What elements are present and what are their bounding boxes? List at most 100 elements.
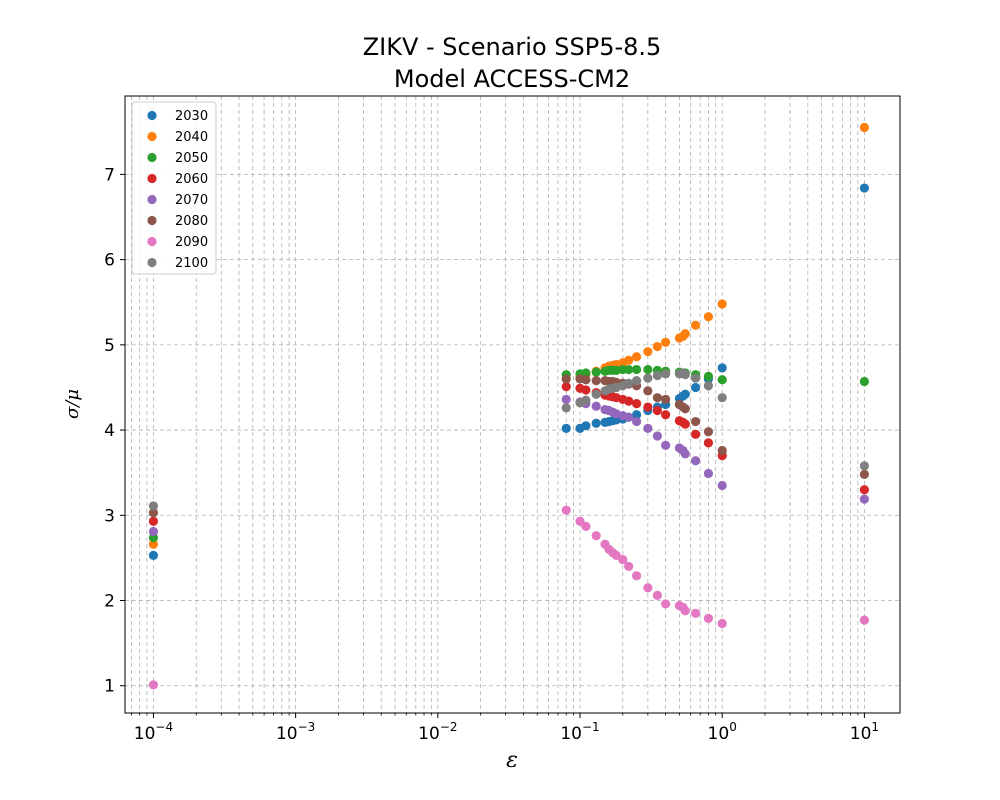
point-2090 [611,550,621,560]
legend-marker-2040 [147,131,157,142]
legend-box [131,101,217,275]
point-2070 [624,412,634,422]
point-2040 [690,320,701,330]
point-2100 [561,403,571,413]
x-tick-label: 10−3 [276,720,315,744]
point-2070 [591,401,601,411]
point-2070 [643,423,653,433]
point-2050 [581,368,591,378]
x-tick-label: 10−2 [418,720,457,744]
point-2080 [690,416,701,427]
point-2080 [643,386,653,396]
point-2090 [618,555,628,565]
x-tick-label: 10−1 [560,720,599,744]
point-2080 [148,508,159,518]
point-2090 [631,571,642,581]
legend-marker-2080 [147,215,157,226]
point-2080 [717,445,727,456]
point-2050 [703,371,714,381]
point-2100 [643,373,653,383]
point-2060 [652,405,662,416]
point-2040 [631,352,642,362]
point-2060 [859,485,869,495]
legend-label-2080: 2080 [175,214,208,229]
point-2070 [859,494,869,504]
point-2090 [652,590,662,600]
point-2080 [661,394,671,404]
point-2100 [680,370,690,380]
point-2090 [703,613,714,624]
legend-label-2070: 2070 [175,193,208,208]
point-2080 [652,393,662,403]
y-tick-label: 5 [104,336,115,356]
y-tick-label: 2 [104,592,115,612]
point-2090 [581,521,591,531]
point-2040 [643,347,653,357]
legend-label-2090: 2090 [175,235,208,250]
point-2070 [652,431,662,441]
legend-label-2040: 2040 [175,130,208,145]
point-2090 [859,615,869,625]
point-2090 [561,505,571,515]
legend-marker-2090 [147,236,157,247]
y-axis: 1 2 3 4 5 6 7 [104,165,125,697]
point-2070 [631,416,642,427]
point-2100 [859,461,869,471]
point-2100 [591,389,601,399]
legend-label-2060: 2060 [175,172,208,187]
point-2060 [581,385,591,395]
y-tick-label: 4 [104,421,115,441]
point-2060 [690,429,701,439]
point-2050 [591,367,601,377]
point-2100 [703,381,714,391]
point-2030 [591,418,601,428]
point-2070 [561,394,571,404]
point-2030 [631,410,642,420]
point-2040 [652,341,662,352]
point-2080 [859,469,869,479]
point-2070 [661,440,671,451]
point-2050 [859,376,869,387]
x-axis-label: ε [506,748,518,773]
legend-marker-2030 [147,110,157,121]
point-2030 [148,550,159,560]
point-2070 [690,456,701,466]
point-2090 [624,561,634,572]
point-2090 [717,618,727,629]
point-2100 [661,369,671,379]
point-2060 [631,399,642,409]
data-points [148,122,869,690]
x-tick-label: 101 [850,720,879,744]
point-2070 [703,468,714,479]
point-2040 [680,329,690,339]
point-2040 [703,312,714,322]
point-2030 [581,421,591,431]
point-2080 [703,427,714,437]
point-2100 [631,376,642,386]
legend-label-2100: 2100 [175,256,208,271]
point-2080 [591,376,601,386]
point-2040 [859,122,869,133]
point-2060 [703,438,714,448]
point-2060 [148,516,159,526]
y-tick-label: 3 [104,506,115,526]
legend-marker-2050 [147,152,157,163]
point-2030 [680,389,690,399]
x-tick-label: 100 [708,720,737,744]
point-2090 [591,531,601,541]
legend-marker-2100 [147,257,157,268]
point-2100 [690,373,701,383]
point-2040 [624,355,634,365]
point-2060 [680,419,690,429]
point-2050 [624,364,634,375]
point-2100 [624,378,634,388]
point-2050 [643,364,653,375]
x-tick-label: 10−4 [134,720,173,744]
point-2070 [148,526,159,537]
chart-title-line-2: Model ACCESS-CM2 [394,65,630,93]
point-2030 [690,382,701,393]
point-2100 [581,395,591,405]
point-2040 [661,337,671,347]
point-2090 [643,583,653,593]
